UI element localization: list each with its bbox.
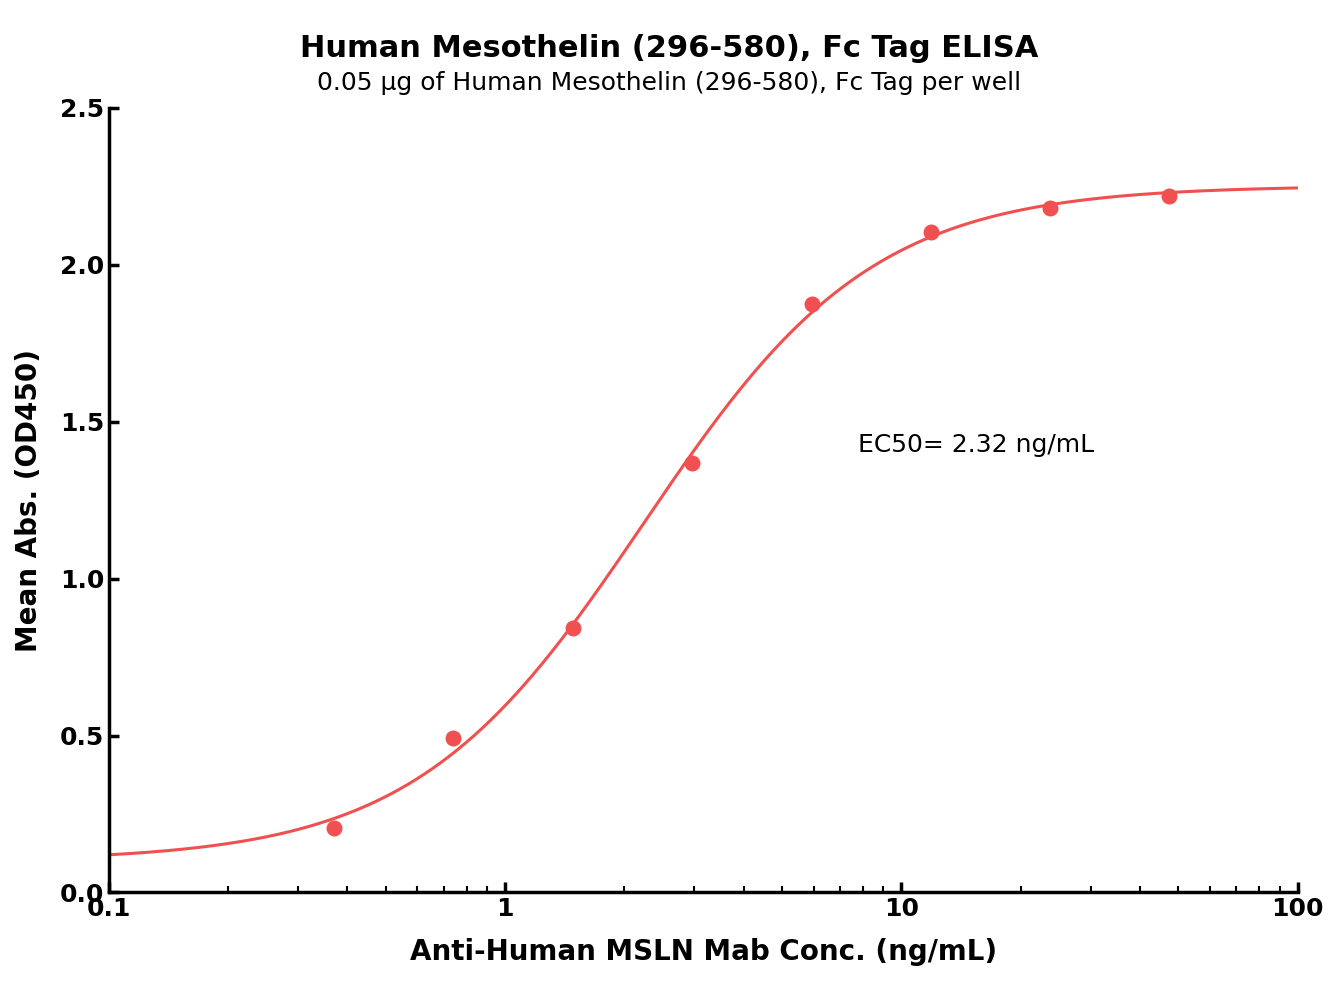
Point (1039, 200, 1060, 216)
Point (443, 730, 465, 746)
Point (682, 454, 703, 470)
Point (920, 224, 941, 239)
Point (323, 820, 344, 836)
Point (1158, 188, 1180, 204)
Y-axis label: Mean Abs. (OD450): Mean Abs. (OD450) (15, 348, 43, 651)
Text: Human Mesothelin (296-580), Fc Tag ELISA: Human Mesothelin (296-580), Fc Tag ELISA (300, 34, 1039, 64)
Text: 0.05 μg of Human Mesothelin (296-580), Fc Tag per well: 0.05 μg of Human Mesothelin (296-580), F… (317, 71, 1022, 94)
Point (801, 296, 822, 312)
Text: EC50= 2.32 ng/mL: EC50= 2.32 ng/mL (858, 434, 1094, 457)
X-axis label: Anti-Human MSLN Mab Conc. (ng/mL): Anti-Human MSLN Mab Conc. (ng/mL) (410, 938, 998, 966)
Point (562, 620, 584, 636)
